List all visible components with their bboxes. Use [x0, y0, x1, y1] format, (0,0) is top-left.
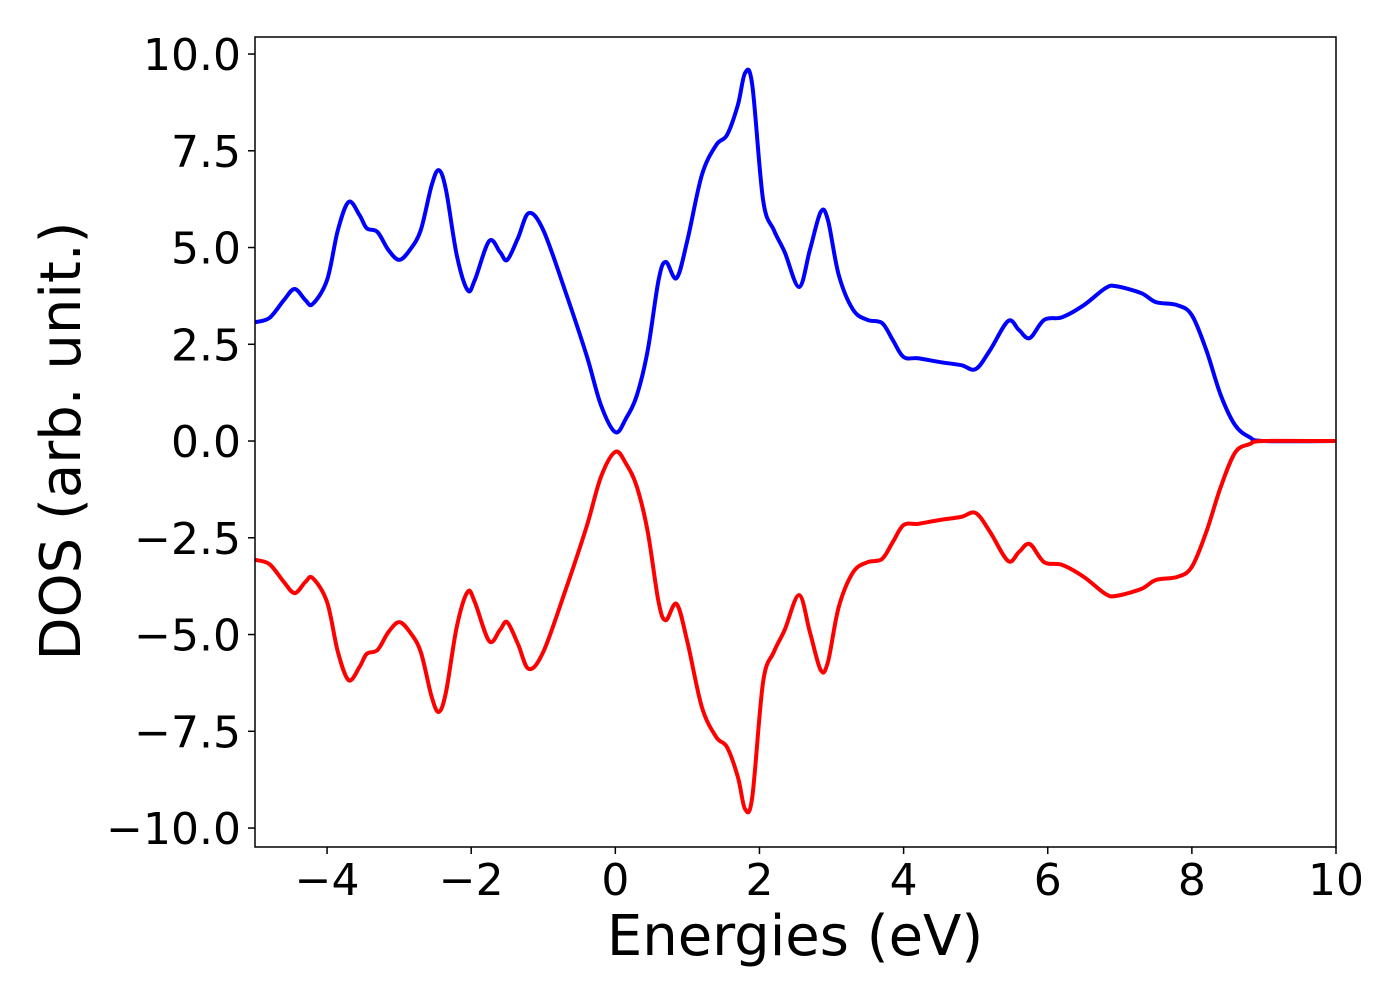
plot-frame [254, 36, 1337, 848]
series-line [255, 67, 1336, 444]
y-tick-label: 7.5 [171, 127, 241, 178]
y-tick-label: 10.0 [143, 30, 241, 81]
y-tick-label: 5.0 [171, 224, 241, 275]
x-tick-label: 0 [601, 855, 629, 906]
y-tick-label: −2.5 [134, 514, 241, 565]
y-tick-label: 0.0 [171, 417, 241, 468]
x-tick-label: 6 [1034, 855, 1062, 906]
series-line [255, 438, 1336, 815]
y-tick-label: −10.0 [106, 804, 241, 855]
x-tick-label: −2 [439, 855, 504, 906]
y-tick-label: −5.0 [134, 611, 241, 662]
y-tick-label: 2.5 [171, 320, 241, 371]
x-tick-label: −4 [295, 855, 360, 906]
x-axis-label: Energies (eV) [607, 904, 983, 969]
y-axis-label: DOS (arb. unit.) [29, 221, 94, 660]
x-tick-label: 10 [1308, 855, 1364, 906]
x-tick-label: 4 [890, 855, 918, 906]
x-tick-label: 8 [1178, 855, 1206, 906]
y-tick-label: −7.5 [134, 707, 241, 758]
x-tick-label: 2 [745, 855, 773, 906]
